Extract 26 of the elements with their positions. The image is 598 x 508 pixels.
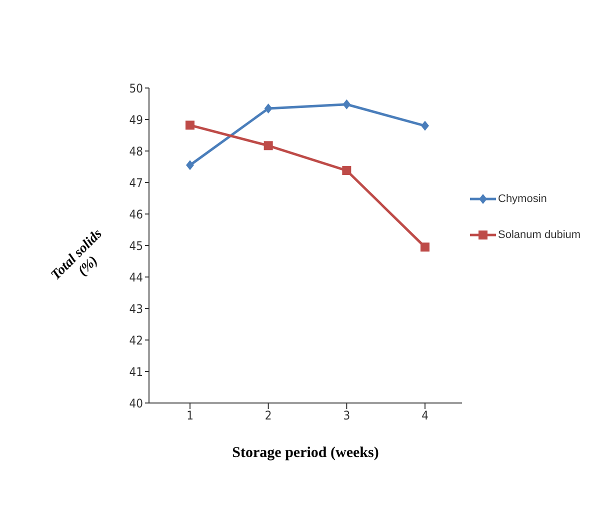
y-tick-label: 41 — [129, 364, 143, 379]
point — [342, 166, 352, 176]
legend-label: Chymosin — [498, 193, 547, 205]
point — [264, 141, 273, 150]
y-tick-label: 45 — [129, 238, 143, 253]
y-tick-label: 50 — [129, 81, 144, 96]
y-tick-label: 43 — [129, 302, 143, 316]
x-tick-label: 4 — [422, 408, 429, 423]
point — [420, 242, 430, 252]
point — [264, 103, 272, 114]
y-tick-label: 46 — [129, 207, 144, 222]
x-axis-title: Storage period (weeks) — [231, 445, 380, 462]
x-tick-label: 1 — [186, 408, 194, 423]
x-tick-label: 3 — [343, 408, 350, 423]
point — [186, 160, 194, 170]
y-tick-label: 40 — [129, 396, 144, 410]
y-tick-label: 48 — [129, 144, 144, 158]
y-tick-label: 47 — [129, 176, 143, 190]
x-tick-label: 2 — [264, 408, 272, 423]
y-tick-label: 42 — [129, 333, 143, 348]
point — [342, 99, 351, 110]
point — [421, 120, 429, 131]
point — [186, 120, 194, 130]
legend-label: Solanum dubium — [498, 229, 581, 241]
y-tick-label: 49 — [129, 112, 144, 127]
y-tick-label: 44 — [129, 270, 144, 284]
